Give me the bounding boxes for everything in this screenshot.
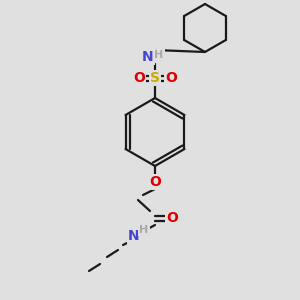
Text: O: O xyxy=(149,175,161,189)
Text: S: S xyxy=(150,71,160,85)
Text: N: N xyxy=(142,50,154,64)
Text: O: O xyxy=(165,71,177,85)
Text: H: H xyxy=(140,225,148,235)
Text: O: O xyxy=(166,211,178,225)
Text: O: O xyxy=(133,71,145,85)
Text: H: H xyxy=(154,50,164,60)
Text: N: N xyxy=(128,229,140,243)
